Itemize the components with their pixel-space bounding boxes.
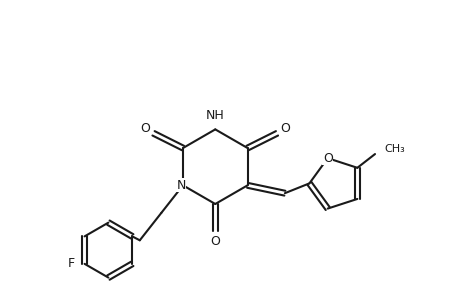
- Text: O: O: [140, 122, 150, 135]
- Text: NH: NH: [206, 109, 224, 122]
- Text: N: N: [176, 179, 185, 192]
- Text: CH₃: CH₃: [384, 144, 405, 154]
- Text: O: O: [322, 152, 332, 165]
- Text: O: O: [280, 122, 289, 135]
- Text: F: F: [67, 257, 75, 270]
- Text: O: O: [210, 235, 220, 248]
